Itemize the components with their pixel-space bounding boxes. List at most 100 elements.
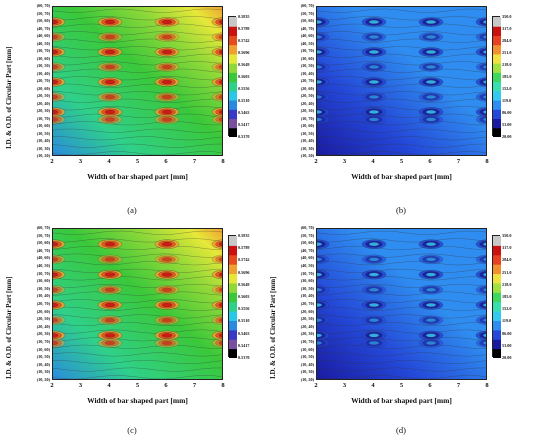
panel-caption: (a): [127, 205, 137, 215]
contour-line: [317, 31, 486, 36]
y-tick-label: (40, 60): [300, 33, 314, 38]
colorbar-band: [493, 348, 501, 359]
contour-blob: [482, 318, 486, 323]
contour-blob: [482, 272, 486, 277]
contour-blob: [425, 49, 437, 55]
contour-line: [317, 284, 486, 288]
colorbar-tick-label: 20.00: [502, 355, 512, 360]
contour-blob: [368, 340, 380, 346]
contour-blob: [425, 117, 437, 122]
contour-line: [53, 91, 222, 96]
contour-blob: [218, 110, 222, 114]
heatmap-plot: [316, 228, 487, 380]
contour-line: [317, 143, 486, 148]
colorbar-band: [493, 320, 501, 331]
colorbar-tick-label: 0.5556: [238, 306, 250, 312]
contour-blob: [482, 341, 486, 345]
y-tick-label: (10, 70): [36, 115, 50, 121]
x-tick-label: 8: [221, 382, 225, 389]
contour-line: [317, 121, 486, 126]
contour-blob: [482, 65, 486, 69]
y-tick-label: (30, 40): [300, 293, 314, 299]
colorbar-band: [229, 339, 237, 350]
y-tick-label: (50, 70): [36, 10, 50, 16]
x-tick-label: 5: [135, 382, 140, 389]
heatmap-plot: [52, 228, 223, 380]
x-tick-label: 8: [485, 158, 489, 165]
contour-line: [317, 83, 486, 88]
colorbar-band: [493, 44, 501, 55]
contour-blob: [53, 64, 59, 70]
colorbar-tick-label: 0.5742: [238, 38, 250, 43]
colorbar-band: [493, 63, 501, 73]
y-tick-label: (10, 20): [36, 153, 50, 158]
y-tick-label: (20, 50): [300, 93, 314, 98]
colorbar-band: [493, 292, 501, 303]
contour-blob: [317, 117, 323, 122]
contour-blob: [161, 287, 173, 292]
contour-blob: [368, 257, 380, 262]
contour-line: [53, 268, 222, 273]
y-tick-label: (30, 60): [36, 278, 50, 284]
contour-blob: [161, 117, 173, 122]
x-axis-label: Width of bar shaped part [mm]: [351, 396, 452, 405]
contour-blob: [368, 242, 380, 247]
colorbar-tick-label: 317.0: [502, 26, 512, 31]
contour-blob: [482, 20, 486, 24]
contour-line: [317, 367, 486, 372]
contour-line: [53, 121, 222, 126]
x-tick-label: 7: [192, 158, 197, 165]
colorbar-band: [493, 127, 501, 138]
contour-line: [317, 291, 486, 296]
contour-blob: [317, 333, 323, 338]
contour-line: [53, 344, 222, 349]
contour-line: [317, 375, 486, 379]
heatmap-background: [317, 229, 486, 379]
contour-blob: [317, 318, 323, 323]
contour-line: [53, 322, 222, 326]
colorbar-band: [493, 35, 501, 46]
contour-blob: [104, 19, 116, 25]
y-tick-label: (10, 40): [36, 138, 50, 143]
y-tick-label: (40, 70): [300, 247, 314, 253]
y-tick-label: (10, 60): [300, 346, 314, 352]
colorbar-tick-label: 0.5603: [238, 294, 250, 299]
x-tick-label: 8: [485, 382, 489, 389]
y-tick-label: (20, 50): [300, 316, 314, 322]
contour-blob: [53, 19, 59, 25]
y-tick-label: (30, 40): [36, 70, 50, 76]
colorbar-band: [229, 100, 237, 110]
contour-line: [317, 151, 486, 155]
contour-line: [317, 253, 486, 258]
contour-line: [317, 299, 486, 304]
contour-blob: [161, 302, 173, 308]
contour-blob: [482, 303, 486, 307]
y-tick-label: (30, 70): [300, 48, 314, 53]
y-tick-label: (10, 20): [300, 377, 314, 382]
colorbar-gradient: [493, 17, 501, 138]
y-tick-label: (40, 50): [36, 40, 50, 46]
y-tick-label: (60, 70): [300, 225, 314, 230]
y-tick-label: (20, 40): [300, 323, 314, 329]
contour-line: [317, 314, 486, 319]
y-tick-label: (10, 30): [36, 369, 50, 375]
contour-blob: [317, 49, 323, 55]
colorbar-tick-label: 119.0: [502, 318, 512, 324]
y-tick-label: (30, 70): [36, 270, 50, 276]
contour-blob: [425, 257, 437, 262]
contour-blob: [482, 242, 486, 247]
contour-blob: [104, 79, 116, 85]
contour-line: [317, 306, 486, 311]
y-tick-label: (20, 60): [300, 308, 314, 314]
y-tick-label: (20, 70): [300, 78, 314, 83]
x-tick-label: 5: [399, 158, 404, 165]
contour-line: [53, 83, 222, 88]
contour-line: [53, 306, 222, 311]
colorbar-band: [229, 245, 237, 256]
y-tick-label: (10, 50): [36, 354, 50, 360]
colorbar-tick-label: 284.0: [502, 257, 512, 263]
colorbar-tick-label: 0.5789: [238, 26, 250, 31]
heatmap-plot: [316, 6, 487, 156]
colorbar-band: [229, 311, 237, 321]
contour-blob: [425, 302, 437, 308]
